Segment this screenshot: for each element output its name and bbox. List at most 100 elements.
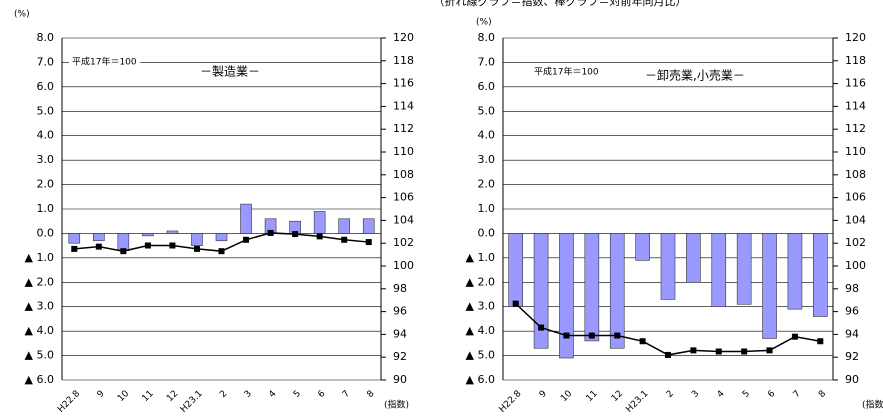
- y-tick-label: ▲ 3.0: [466, 300, 495, 313]
- marker: [144, 242, 151, 249]
- y-tick-label: 8.0: [478, 31, 496, 44]
- y-tick-label: 0.0: [37, 226, 55, 239]
- x-tick-label: 4: [267, 389, 278, 400]
- y2-tick-label: 98: [393, 282, 407, 295]
- annotation: －製造業－: [200, 65, 260, 79]
- y-tick-label: 4.0: [478, 129, 496, 142]
- y2-tick-label: 120: [393, 31, 414, 44]
- y-tick-label: ▲ 4.0: [25, 324, 54, 337]
- y2-tick-label: 100: [845, 259, 866, 272]
- y-tick-label: 4.0: [37, 129, 55, 142]
- x-tick-label: 5: [741, 389, 752, 400]
- bar: [68, 233, 81, 244]
- bar: [215, 233, 228, 242]
- y2-tick-label: 110: [393, 145, 414, 158]
- x-tick-label: 4: [716, 389, 727, 400]
- x-tick-label: 2: [218, 389, 229, 400]
- y-tick-label: 2.0: [37, 178, 55, 191]
- marker: [741, 348, 748, 355]
- y-tick-label: ▲ 2.0: [466, 275, 495, 288]
- y-tick-label: ▲ 1.0: [466, 251, 495, 264]
- y-tick-label: 3.0: [478, 153, 496, 166]
- x-tick-label: 2: [665, 389, 676, 400]
- bar: [191, 233, 203, 246]
- y2-tick-label: 92: [393, 350, 407, 363]
- y-tick-label: ▲ 4.0: [466, 324, 495, 337]
- y-tick-label: 3.0: [37, 153, 55, 166]
- y-tick-label: 7.0: [478, 55, 496, 68]
- y2-axis-label: (指数): [384, 399, 409, 411]
- bar: [362, 218, 375, 234]
- y2-tick-label: 110: [845, 145, 866, 158]
- y2-tick-label: 102: [393, 236, 414, 249]
- marker: [665, 351, 671, 358]
- x-tick-label: 3: [243, 389, 254, 400]
- bar: [533, 233, 549, 349]
- y2-tick-label: 114: [845, 99, 866, 112]
- y-tick-label: 1.0: [478, 202, 496, 215]
- annotation: 平成17年＝100: [534, 66, 599, 78]
- y-axis-label: (%): [476, 18, 492, 28]
- bar: [609, 233, 625, 349]
- x-tick-label: 12: [610, 389, 625, 404]
- marker: [292, 231, 299, 238]
- marker: [95, 243, 102, 250]
- y2-tick-label: 112: [845, 122, 866, 135]
- x-tick-label: H22.8: [498, 389, 524, 415]
- marker: [267, 229, 274, 236]
- marker: [341, 236, 348, 243]
- y-tick-label: ▲ 5.0: [25, 349, 54, 362]
- y-axis-label: (%): [14, 10, 30, 20]
- label-background: [531, 64, 602, 79]
- y2-tick-label: 96: [845, 305, 859, 318]
- marker: [538, 324, 545, 331]
- y2-tick-label: 94: [393, 327, 407, 340]
- y2-tick-label: 118: [393, 54, 414, 67]
- x-tick-label: 9: [96, 389, 107, 400]
- y2-tick-label: 96: [393, 305, 407, 318]
- y2-tick-label: 108: [393, 168, 414, 181]
- bar: [787, 233, 803, 310]
- x-tick-label: 6: [766, 389, 777, 400]
- y-tick-label: ▲ 1.0: [25, 251, 54, 264]
- x-tick-label: 7: [792, 389, 803, 400]
- y-tick-label: 0.0: [478, 226, 496, 239]
- x-tick-label: 11: [141, 389, 156, 404]
- y2-tick-label: 108: [845, 168, 866, 181]
- bar: [762, 233, 777, 339]
- x-tick-label: 10: [559, 389, 574, 404]
- marker: [588, 332, 595, 339]
- x-tick-label: 5: [292, 389, 303, 400]
- x-tick-label: 6: [316, 389, 327, 400]
- marker: [193, 245, 200, 252]
- x-tick-label: 11: [585, 389, 600, 404]
- y2-tick-label: 92: [845, 350, 859, 363]
- bar: [584, 233, 600, 342]
- y-tick-label: 7.0: [37, 55, 55, 68]
- marker: [218, 248, 225, 255]
- marker: [71, 245, 78, 252]
- annotation: 平成17年＝100: [72, 56, 137, 68]
- marker: [614, 332, 621, 339]
- y2-tick-label: 112: [393, 122, 414, 135]
- marker: [512, 300, 519, 307]
- y2-tick-label: 94: [845, 327, 859, 340]
- x-tick-label: H23.1: [179, 389, 205, 415]
- x-tick-label: 12: [165, 389, 180, 404]
- bar: [686, 233, 701, 283]
- x-tick-label: 8: [365, 389, 376, 400]
- y2-tick-label: 118: [845, 54, 866, 67]
- y-tick-label: ▲ 2.0: [25, 275, 54, 288]
- y2-tick-label: 102: [845, 236, 866, 249]
- marker: [169, 242, 176, 249]
- y-tick-label: ▲ 5.0: [466, 349, 495, 362]
- y-tick-label: 6.0: [478, 80, 496, 93]
- label-background: [642, 66, 748, 84]
- y-tick-label: 5.0: [478, 104, 496, 117]
- x-tick-label: 7: [341, 389, 352, 400]
- y2-tick-label: 104: [393, 213, 414, 226]
- marker: [791, 333, 798, 340]
- marker: [690, 347, 697, 354]
- bar: [660, 233, 676, 300]
